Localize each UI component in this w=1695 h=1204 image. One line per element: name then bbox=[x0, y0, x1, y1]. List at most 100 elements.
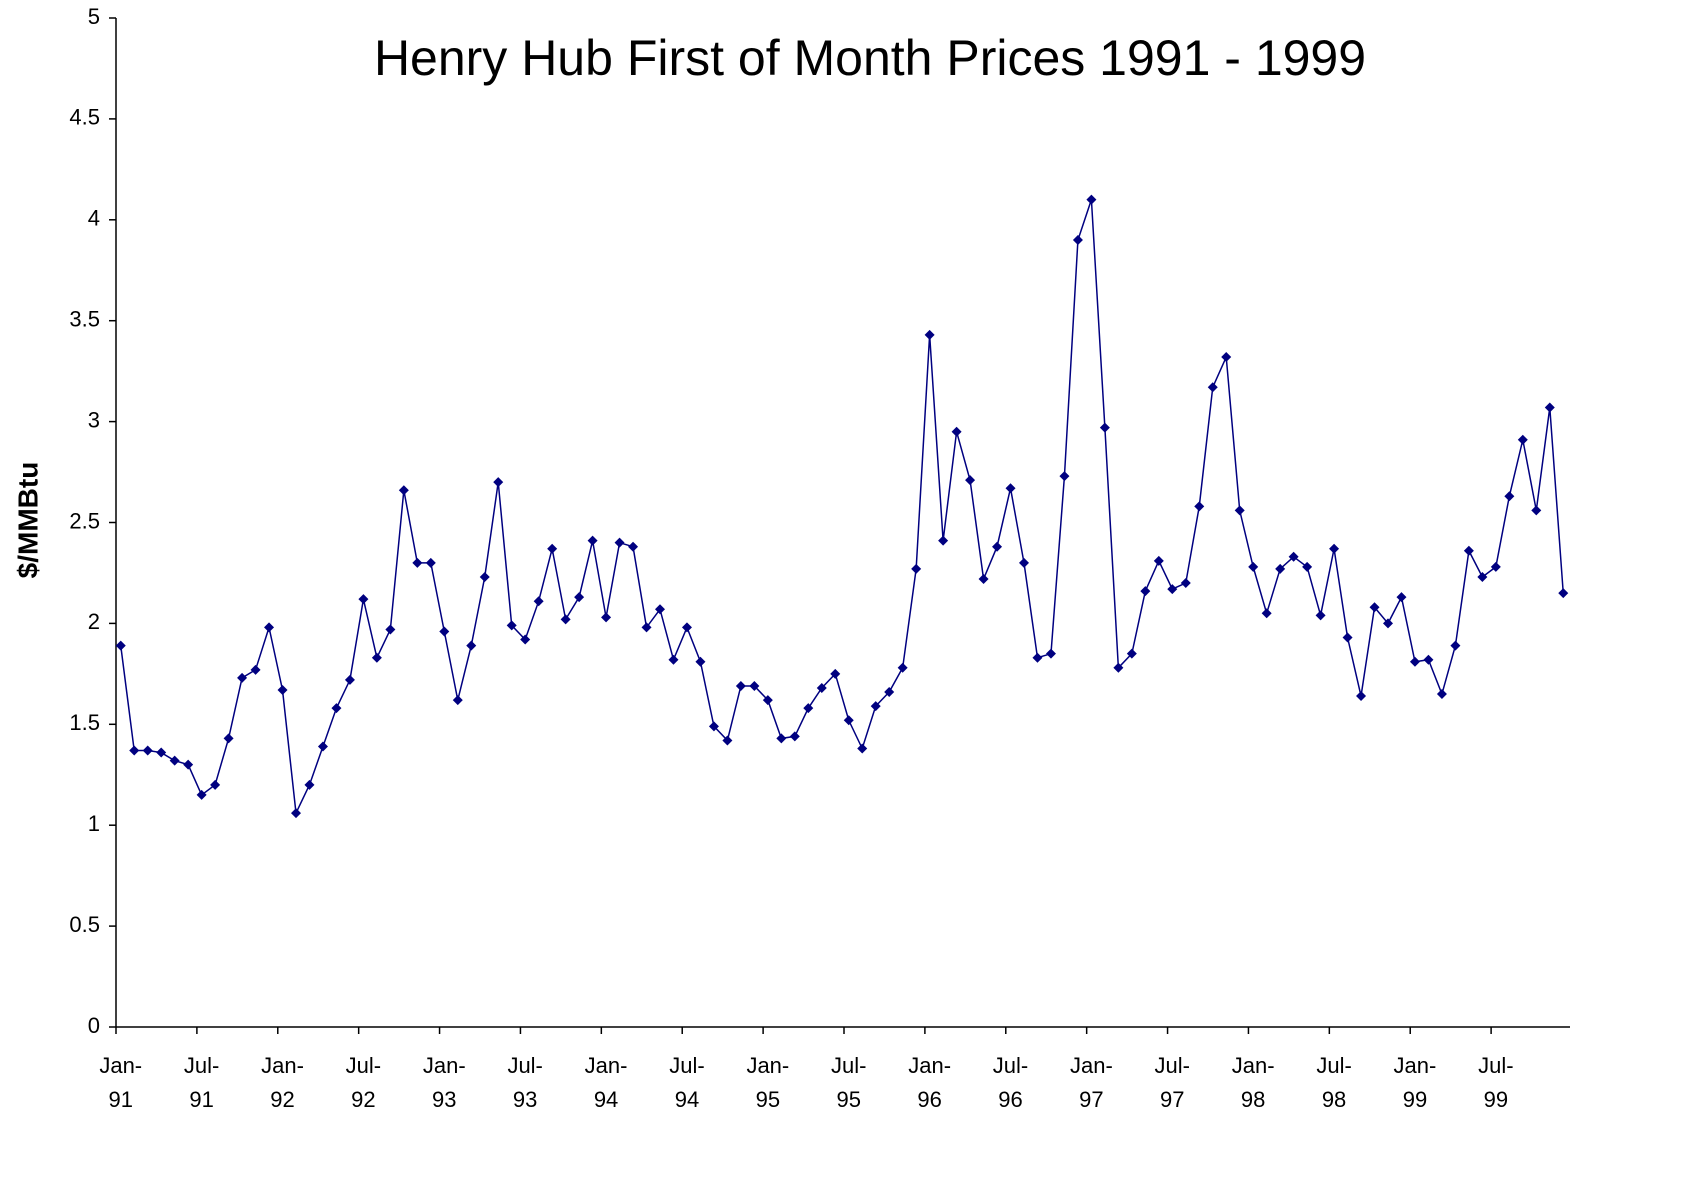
data-point bbox=[412, 557, 423, 568]
data-point bbox=[1032, 652, 1043, 663]
data-point bbox=[385, 624, 396, 635]
data-point bbox=[681, 622, 692, 633]
data-point bbox=[614, 537, 625, 548]
series-line bbox=[119, 199, 1565, 816]
data-point bbox=[587, 535, 598, 546]
data-point bbox=[1463, 545, 1474, 556]
x-tick-label: Jan- 91 bbox=[99, 1053, 143, 1112]
data-point bbox=[223, 733, 234, 744]
data-point bbox=[708, 721, 719, 732]
x-tick-label: Jan- 94 bbox=[584, 1053, 628, 1112]
data-point bbox=[897, 662, 908, 673]
data-point bbox=[142, 745, 153, 756]
data-point bbox=[115, 640, 126, 651]
data-point bbox=[452, 695, 463, 706]
x-tick-label: Jul- 98 bbox=[1316, 1053, 1352, 1112]
data-point bbox=[601, 612, 612, 623]
data-point bbox=[776, 733, 787, 744]
data-point bbox=[695, 656, 706, 667]
data-point bbox=[1194, 501, 1205, 512]
data-point bbox=[843, 715, 854, 726]
y-tick-label: 4.5 bbox=[69, 105, 100, 130]
data-point bbox=[533, 596, 544, 607]
data-point bbox=[1436, 689, 1447, 700]
data-point bbox=[317, 741, 328, 752]
data-point bbox=[735, 680, 746, 691]
chart-title: Henry Hub First of Month Prices 1991 - 1… bbox=[374, 30, 1366, 86]
data-point bbox=[331, 703, 342, 714]
data-point bbox=[655, 604, 665, 615]
x-tick-label: Jan- 99 bbox=[1393, 1053, 1437, 1112]
y-tick-label: 3 bbox=[88, 407, 100, 432]
data-point bbox=[911, 563, 922, 574]
data-point bbox=[1369, 602, 1380, 613]
data-point bbox=[938, 535, 949, 546]
y-tick-label: 4 bbox=[88, 206, 100, 231]
data-point bbox=[479, 571, 490, 582]
x-tick-label: Jul- 91 bbox=[183, 1053, 220, 1112]
y-tick-label: 5 bbox=[88, 4, 100, 29]
data-point bbox=[1356, 691, 1367, 702]
x-tick-label: Jul- 95 bbox=[831, 1053, 867, 1112]
data-point bbox=[1409, 656, 1420, 667]
data-point bbox=[196, 789, 207, 800]
data-point bbox=[924, 329, 935, 340]
data-point bbox=[992, 541, 1003, 552]
x-tick-label: Jan- 96 bbox=[908, 1053, 952, 1112]
data-point bbox=[1383, 618, 1393, 629]
data-point bbox=[1126, 648, 1137, 659]
data-point bbox=[803, 703, 814, 714]
data-point bbox=[1544, 402, 1555, 413]
data-point bbox=[520, 634, 531, 645]
data-point bbox=[1315, 610, 1326, 621]
data-point bbox=[978, 574, 989, 585]
data-point bbox=[1234, 505, 1245, 516]
data-point bbox=[398, 485, 409, 496]
data-point bbox=[277, 684, 288, 695]
data-point bbox=[1275, 563, 1286, 574]
data-point bbox=[1086, 194, 1097, 205]
data-point bbox=[439, 626, 450, 637]
data-point bbox=[250, 664, 261, 675]
data-point bbox=[1423, 654, 1434, 665]
data-point bbox=[264, 622, 275, 633]
data-point bbox=[762, 695, 773, 706]
data-point bbox=[628, 541, 639, 552]
data-point bbox=[169, 755, 180, 766]
data-point bbox=[641, 622, 652, 633]
data-point bbox=[749, 680, 760, 691]
y-tick-label: 1 bbox=[88, 811, 100, 836]
data-point bbox=[1342, 632, 1353, 643]
y-tick-label: 0 bbox=[88, 1013, 100, 1038]
data-point bbox=[1072, 234, 1083, 245]
data-point bbox=[506, 620, 517, 631]
data-point bbox=[789, 731, 800, 742]
data-point bbox=[830, 668, 841, 679]
data-point bbox=[1477, 571, 1488, 582]
x-tick-label: Jul- 96 bbox=[992, 1053, 1029, 1112]
data-point bbox=[1019, 557, 1029, 568]
data-point bbox=[870, 701, 881, 712]
data-point bbox=[1005, 483, 1016, 494]
data-point bbox=[1059, 471, 1070, 482]
data-point bbox=[1288, 551, 1299, 562]
data-point bbox=[668, 654, 679, 665]
data-point bbox=[156, 747, 167, 758]
x-tick-label: Jul- 94 bbox=[669, 1053, 705, 1112]
data-point bbox=[291, 808, 301, 819]
x-tick-label: Jul- 99 bbox=[1478, 1053, 1514, 1112]
data-point bbox=[1517, 434, 1528, 445]
data-point bbox=[466, 640, 477, 651]
data-point bbox=[237, 672, 248, 683]
data-point bbox=[951, 426, 962, 437]
data-point bbox=[1207, 382, 1218, 393]
data-point bbox=[574, 592, 585, 603]
data-point bbox=[884, 687, 895, 698]
data-point bbox=[210, 779, 221, 790]
data-point bbox=[1113, 662, 1124, 673]
data-point bbox=[1531, 505, 1542, 516]
data-point bbox=[857, 743, 868, 754]
x-tick-label: Jul- 97 bbox=[1154, 1053, 1190, 1112]
